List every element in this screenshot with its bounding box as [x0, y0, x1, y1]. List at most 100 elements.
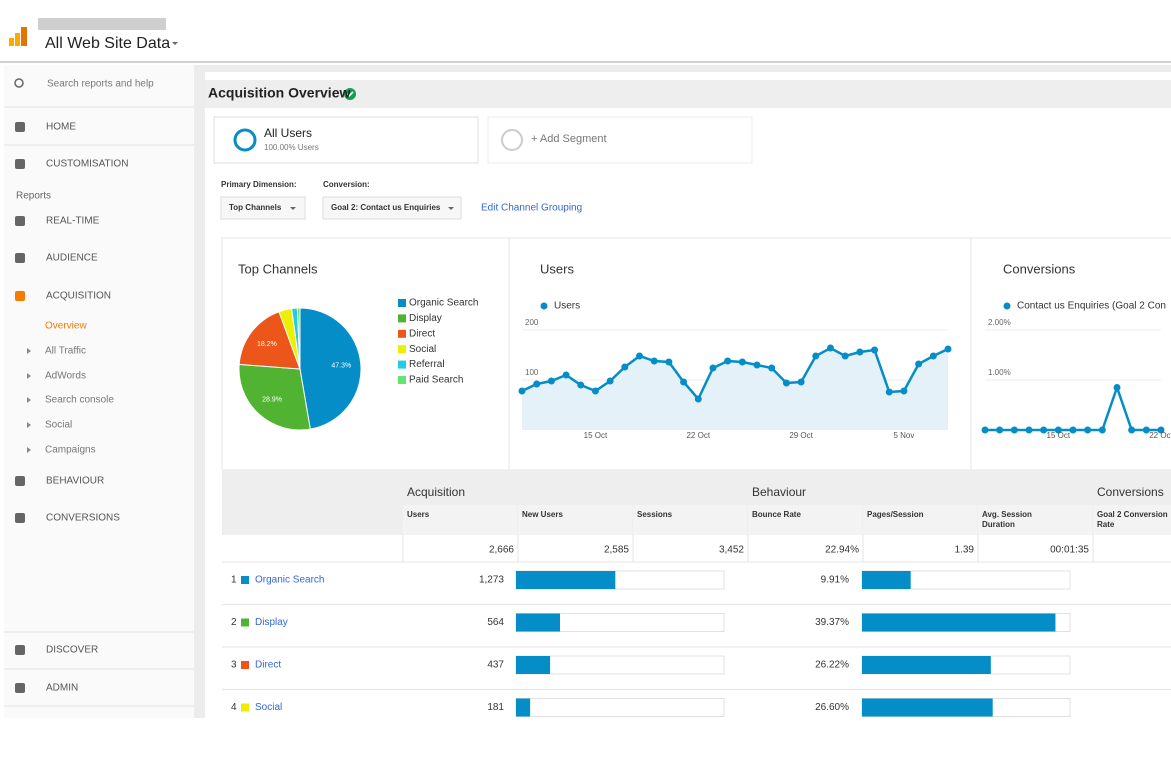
bar-track	[515, 698, 725, 717]
point	[738, 358, 746, 366]
property-name[interactable]: All Web Site Data	[45, 35, 170, 52]
bounce-value: 26.60%	[815, 702, 849, 713]
point	[547, 377, 555, 385]
nav-item[interactable]: REAL-TIME	[46, 216, 100, 227]
nav-item[interactable]: CUSTOMISATION	[46, 159, 128, 170]
point	[606, 377, 614, 385]
point	[1054, 426, 1062, 434]
point	[944, 345, 952, 353]
channel-swatch	[241, 576, 249, 584]
nav-item[interactable]: DISCOVER	[46, 645, 98, 656]
column-header[interactable]	[748, 505, 862, 535]
row-rank: 1	[231, 575, 237, 586]
nav-item[interactable]: HOME	[46, 122, 76, 133]
column-header[interactable]	[978, 505, 1092, 535]
column-header[interactable]	[633, 505, 747, 535]
column-label: Goal 2 Conversion Rate	[1097, 510, 1168, 529]
nav-item[interactable]: ACQUISITION	[46, 291, 111, 302]
row-rank: 4	[231, 702, 237, 713]
nav-subitem[interactable]: AdWords	[45, 371, 86, 382]
dimension-value: Top Channels	[229, 203, 282, 212]
nav-item[interactable]: ADMIN	[46, 683, 78, 694]
nav-subitem[interactable]: Campaigns	[45, 445, 96, 456]
point	[826, 344, 834, 352]
conversion-label: Conversion:	[323, 180, 370, 189]
point	[577, 381, 585, 389]
users-bar	[516, 656, 551, 674]
account-name-redacted	[38, 18, 166, 30]
legend-label: Referral	[409, 359, 445, 370]
users-value: 437	[487, 660, 504, 671]
conversion-dropdown[interactable]	[322, 196, 462, 220]
column-label: Bounce Rate	[752, 510, 801, 519]
point	[981, 426, 989, 434]
legend-swatch	[398, 299, 406, 307]
column-header[interactable]	[1093, 505, 1171, 535]
point	[1113, 384, 1121, 391]
x-tick-label: 22 Oct	[686, 431, 710, 440]
point	[929, 352, 937, 360]
column-header[interactable]	[518, 505, 632, 535]
bounce-value: 26.22%	[815, 660, 849, 671]
nav-icon	[15, 253, 25, 263]
chart-title: Users	[540, 261, 574, 276]
column-header[interactable]	[863, 505, 977, 535]
channel-link[interactable]: Direct	[255, 660, 281, 671]
bounce-value: 39.37%	[815, 617, 849, 628]
column-header[interactable]	[403, 505, 517, 535]
nav-item[interactable]: BEHAVIOUR	[46, 476, 104, 487]
point	[871, 346, 879, 354]
point	[782, 379, 790, 387]
nav-icon	[15, 159, 25, 169]
channel-link[interactable]: Display	[255, 617, 288, 628]
dimension-dropdown[interactable]	[220, 196, 306, 220]
segment-detail: 100.00% Users	[264, 143, 319, 152]
edit-link[interactable]: Edit Channel Grouping	[481, 203, 582, 214]
point	[812, 352, 820, 360]
point	[1069, 426, 1077, 434]
add-segment[interactable]: + Add Segment	[531, 133, 607, 145]
property-caret[interactable]	[172, 42, 178, 45]
pie-slice	[296, 307, 301, 370]
y-tick-label: 1.00%	[988, 368, 1011, 377]
legend-label: Display	[409, 313, 442, 324]
add-segment-icon	[501, 129, 523, 151]
users-value: 1,273	[479, 575, 504, 586]
segment-icon	[233, 128, 257, 152]
nav-icon	[15, 645, 25, 655]
conversion-value: Goal 2: Contact us Enquiries	[331, 203, 441, 212]
x-tick-label: 15 Oct	[1047, 431, 1071, 440]
segment-box[interactable]	[213, 116, 479, 164]
nav-subitem[interactable]: All Traffic	[45, 346, 86, 357]
legend-label: Organic Search	[409, 298, 478, 309]
search-box[interactable]: Search reports and help	[47, 79, 154, 90]
point	[856, 348, 864, 356]
users-value: 181	[487, 702, 504, 713]
point	[1040, 426, 1048, 434]
bounce-bar	[862, 656, 991, 674]
point	[694, 395, 702, 403]
nav-item[interactable]: CONVERSIONS	[46, 513, 120, 524]
channel-link[interactable]: Organic Search	[255, 575, 324, 586]
nav-subitem[interactable]: Social	[45, 420, 72, 431]
nav-subitem[interactable]: Overview	[45, 321, 87, 332]
nav-item[interactable]: AUDIENCE	[46, 253, 98, 264]
dimension-label: Primary Dimension:	[221, 180, 297, 189]
segment-name: All Users	[264, 126, 312, 140]
point	[1098, 426, 1106, 434]
column-group: Conversions	[1097, 485, 1164, 499]
add-segment-box[interactable]	[487, 116, 753, 164]
y-tick-label: 2.00%	[988, 318, 1011, 327]
x-tick-label: 29 Oct	[789, 431, 813, 440]
point	[591, 387, 599, 395]
x-tick-label: 15 Oct	[584, 431, 608, 440]
point	[1010, 426, 1018, 434]
slice-label: 47.3%	[331, 362, 351, 369]
nav-subitem[interactable]: Search console	[45, 395, 114, 406]
logo	[9, 27, 27, 46]
point	[900, 387, 908, 395]
channel-link[interactable]: Social	[255, 702, 282, 713]
point	[650, 357, 658, 365]
